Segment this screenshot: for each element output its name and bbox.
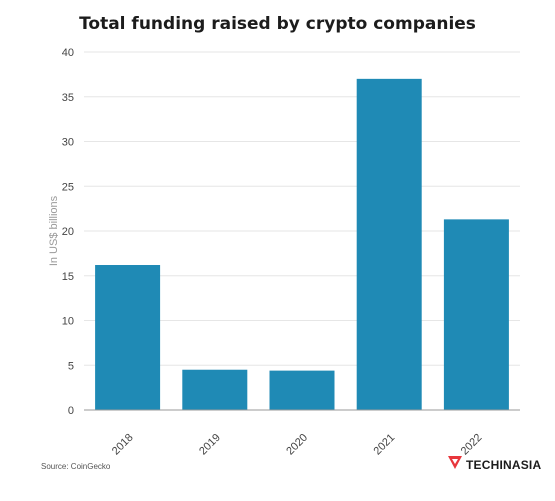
y-tick-label: 10 <box>62 316 74 328</box>
x-tick-label: 2020 <box>284 432 310 458</box>
y-tick-label: 25 <box>62 181 74 193</box>
source-note: Source: CoinGecko <box>41 462 111 471</box>
bar-2018 <box>95 265 161 410</box>
y-tick-label: 0 <box>68 405 74 417</box>
x-tick-label: 2019 <box>197 432 223 458</box>
y-tick-labels: 0 5 10 15 20 25 30 35 40 <box>62 47 74 417</box>
chart-title: Total funding raised by crypto companies <box>79 14 476 34</box>
bar-2019 <box>182 369 248 410</box>
x-tick-label: 2021 <box>372 432 398 458</box>
x-tick-labels: 2018 2019 2020 2021 2022 <box>110 432 485 458</box>
bar-2021 <box>356 78 422 410</box>
bars <box>95 78 509 410</box>
bar-2022 <box>443 219 509 410</box>
brand-logo: TECHINASIA <box>447 455 541 475</box>
bar-2020 <box>269 370 335 410</box>
y-tick-label: 15 <box>62 271 74 283</box>
brand-name: TECHINASIA <box>466 458 542 472</box>
x-tick-label: 2022 <box>459 432 485 458</box>
x-tick-label: 2018 <box>110 432 136 458</box>
techinasia-logo-icon <box>447 455 463 475</box>
y-axis-label: In US$ billions <box>48 195 60 266</box>
y-tick-label: 40 <box>62 47 74 59</box>
y-tick-label: 30 <box>62 137 74 149</box>
y-tick-label: 35 <box>62 92 74 104</box>
y-tick-label: 5 <box>68 360 74 372</box>
y-tick-label: 20 <box>62 226 74 238</box>
